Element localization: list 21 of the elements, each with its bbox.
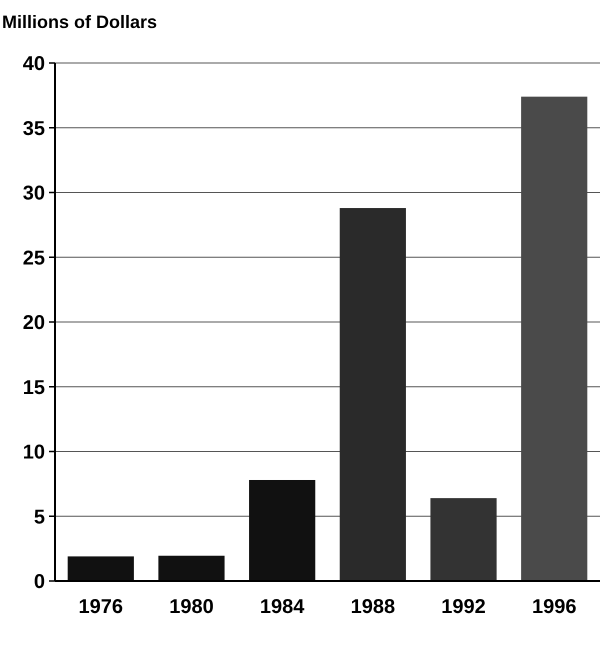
y-tick-label: 0: [34, 571, 45, 593]
bar: [249, 480, 316, 581]
bar: [340, 208, 406, 581]
bar: [430, 498, 497, 581]
y-tick-label: 40: [22, 53, 45, 75]
bar: [158, 556, 225, 581]
y-tick-label: 5: [34, 506, 45, 528]
y-axis-title: Millions of Dollars: [2, 12, 158, 32]
y-tick-label: 30: [22, 182, 45, 204]
bar: [68, 556, 134, 581]
x-tick-label: 1992: [441, 596, 486, 618]
x-tick-label: 1980: [169, 596, 214, 618]
x-tick-label: 1996: [532, 596, 576, 618]
x-tick-label: 1984: [260, 596, 306, 618]
y-tick-label: 10: [22, 442, 45, 464]
x-tick-label: 1988: [350, 596, 396, 618]
y-tick-label: 20: [22, 312, 45, 334]
y-tick-label: 25: [22, 247, 45, 270]
y-tick-label: 15: [22, 376, 45, 399]
y-tick-label: 35: [22, 118, 45, 140]
x-tick-label: 1976: [78, 596, 124, 618]
